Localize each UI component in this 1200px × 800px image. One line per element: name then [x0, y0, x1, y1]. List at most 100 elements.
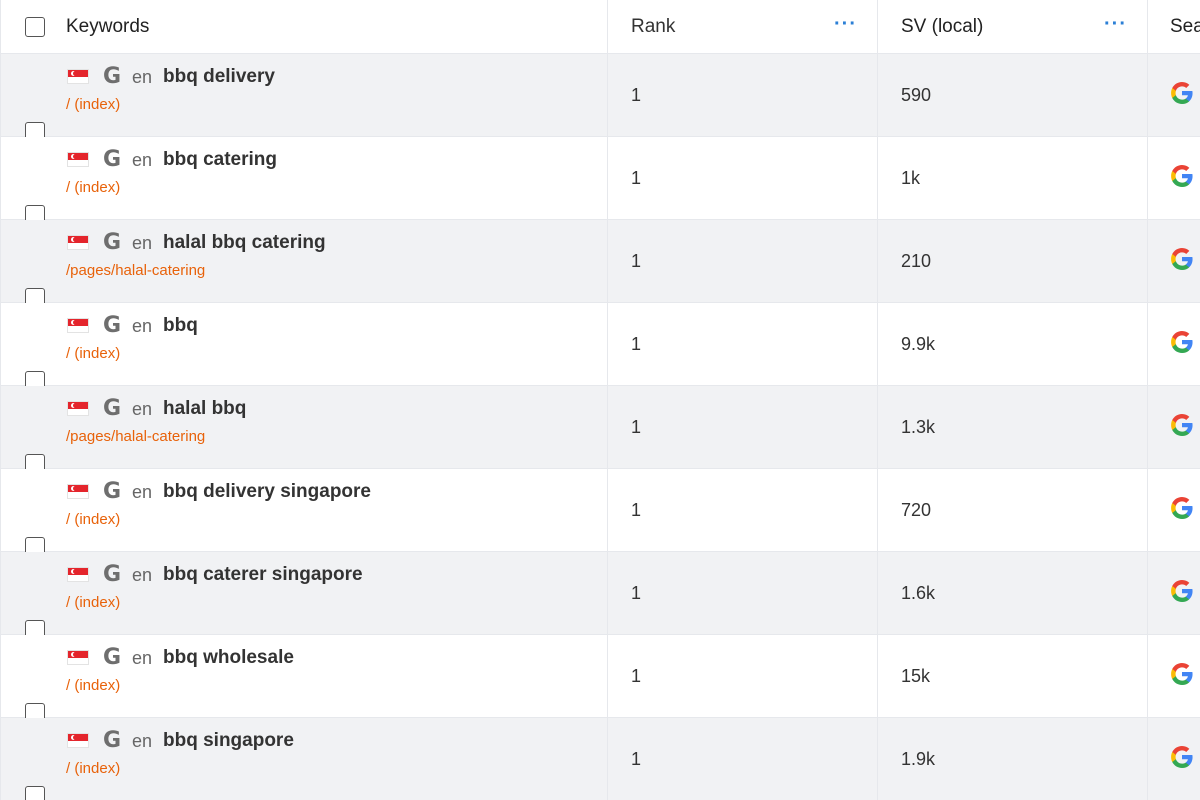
search-volume-value: 210 — [901, 251, 932, 271]
search-engine-cell — [1147, 54, 1200, 136]
singapore-flag-icon — [67, 567, 89, 582]
keyword-text[interactable]: bbq delivery singapore — [163, 481, 371, 502]
table-row[interactable]: G en bbq catering / (index) 1 1k — [0, 137, 1200, 225]
search-engine-column-header[interactable]: Sea — [1147, 0, 1200, 53]
sv-cell: 1.9k — [877, 718, 1147, 800]
ranking-url-link[interactable]: / (index) — [66, 760, 121, 777]
singapore-flag-icon — [67, 152, 89, 167]
rank-column-header[interactable]: Rank ··· — [607, 0, 877, 53]
singapore-flag-icon — [67, 318, 89, 333]
rank-cell: 1 — [607, 718, 877, 800]
sv-cell: 210 — [877, 220, 1147, 302]
language-code: en — [132, 648, 153, 668]
search-volume-value: 720 — [901, 500, 932, 520]
sv-cell: 9.9k — [877, 303, 1147, 385]
search-volume-value: 1.9k — [901, 749, 936, 769]
sv-cell: 15k — [877, 635, 1147, 717]
sv-cell: 1k — [877, 137, 1147, 219]
google-color-icon[interactable] — [1170, 164, 1194, 188]
search-volume-value: 9.9k — [901, 334, 936, 354]
rank-value: 1 — [631, 500, 642, 520]
table-row[interactable]: G en bbq / (index) 1 9.9k — [0, 303, 1200, 391]
sv-cell: 590 — [877, 54, 1147, 136]
rank-cell: 1 — [607, 635, 877, 717]
google-color-icon[interactable] — [1170, 330, 1194, 354]
google-color-icon[interactable] — [1170, 413, 1194, 437]
language-code: en — [132, 233, 153, 253]
rank-cell: 1 — [607, 469, 877, 551]
table-row[interactable]: G en bbq wholesale / (index) 1 15k — [0, 635, 1200, 723]
search-engine-cell — [1147, 137, 1200, 219]
ranking-url-link[interactable]: / (index) — [66, 96, 121, 113]
ranking-url-link[interactable]: / (index) — [66, 594, 121, 611]
keyword-text[interactable]: bbq wholesale — [163, 647, 294, 668]
language-code: en — [132, 731, 153, 751]
rank-value: 1 — [631, 666, 642, 686]
ranking-url-link[interactable]: / (index) — [66, 511, 121, 528]
sv-cell: 720 — [877, 469, 1147, 551]
keyword-cell: G en bbq catering / (index) — [0, 137, 607, 225]
table-row[interactable]: G en bbq singapore / (index) 1 1.9k — [0, 718, 1200, 800]
rank-header-label: Rank — [631, 16, 676, 37]
rank-value: 1 — [631, 168, 642, 188]
sv-column-header[interactable]: SV (local) ··· — [877, 0, 1147, 53]
google-color-icon[interactable] — [1170, 579, 1194, 603]
search-volume-value: 1.3k — [901, 417, 936, 437]
keyword-text[interactable]: bbq delivery — [163, 66, 275, 87]
language-code: en — [132, 150, 153, 170]
google-icon: G — [103, 728, 122, 753]
keyword-text[interactable]: halal bbq catering — [163, 232, 326, 253]
row-checkbox[interactable] — [25, 786, 45, 800]
search-engine-cell — [1147, 552, 1200, 634]
language-code: en — [132, 316, 153, 336]
rank-cell: 1 — [607, 552, 877, 634]
ranking-url-link[interactable]: / (index) — [66, 179, 121, 196]
keyword-cell: G en bbq / (index) — [0, 303, 607, 391]
search-engine-cell — [1147, 718, 1200, 800]
google-icon: G — [103, 230, 122, 255]
google-icon: G — [103, 562, 122, 587]
singapore-flag-icon — [67, 235, 89, 250]
table-row[interactable]: G en bbq delivery / (index) 1 590 — [0, 54, 1200, 142]
keyword-text[interactable]: bbq catering — [163, 149, 278, 170]
table-row[interactable]: G en bbq delivery singapore / (index) 1 … — [0, 469, 1200, 557]
search-engine-cell — [1147, 469, 1200, 551]
ranking-url-link[interactable]: /pages/halal-catering — [66, 262, 206, 279]
search-engine-cell — [1147, 303, 1200, 385]
keyword-cell: G en bbq delivery singapore / (index) — [0, 469, 607, 557]
rank-value: 1 — [631, 749, 642, 769]
google-color-icon[interactable] — [1170, 81, 1194, 105]
keyword-text[interactable]: bbq singapore — [163, 730, 294, 751]
google-color-icon[interactable] — [1170, 662, 1194, 686]
rank-more-icon[interactable]: ··· — [834, 13, 857, 35]
ranking-url-link[interactable]: / (index) — [66, 345, 121, 362]
ranking-url-link[interactable]: / (index) — [66, 677, 121, 694]
google-color-icon[interactable] — [1170, 496, 1194, 520]
google-icon: G — [103, 147, 122, 172]
table-row[interactable]: G en bbq caterer singapore / (index) 1 1… — [0, 552, 1200, 640]
rank-value: 1 — [631, 583, 642, 603]
table-header: Keywords Rank ··· SV (local) ··· Sea — [0, 0, 1200, 54]
language-code: en — [132, 565, 153, 585]
table-row[interactable]: G en halal bbq /pages/halal-catering 1 1… — [0, 386, 1200, 474]
sv-cell: 1.6k — [877, 552, 1147, 634]
search-engine-header-label: Sea — [1170, 16, 1200, 37]
search-engine-cell — [1147, 220, 1200, 302]
google-color-icon[interactable] — [1170, 745, 1194, 769]
keyword-text[interactable]: halal bbq — [163, 398, 247, 419]
keyword-text[interactable]: bbq — [163, 315, 198, 336]
keyword-cell: G en halal bbq catering /pages/halal-cat… — [0, 220, 607, 308]
sv-cell: 1.3k — [877, 386, 1147, 468]
singapore-flag-icon — [67, 733, 89, 748]
keyword-cell: G en bbq wholesale / (index) — [0, 635, 607, 723]
google-icon: G — [103, 313, 122, 338]
keyword-text[interactable]: bbq caterer singapore — [163, 564, 363, 585]
search-engine-cell — [1147, 635, 1200, 717]
ranking-url-link[interactable]: /pages/halal-catering — [66, 428, 206, 445]
table-row[interactable]: G en halal bbq catering /pages/halal-cat… — [0, 220, 1200, 308]
google-color-icon[interactable] — [1170, 247, 1194, 271]
select-all-checkbox[interactable] — [25, 17, 45, 37]
rank-value: 1 — [631, 251, 642, 271]
sv-more-icon[interactable]: ··· — [1104, 13, 1127, 35]
